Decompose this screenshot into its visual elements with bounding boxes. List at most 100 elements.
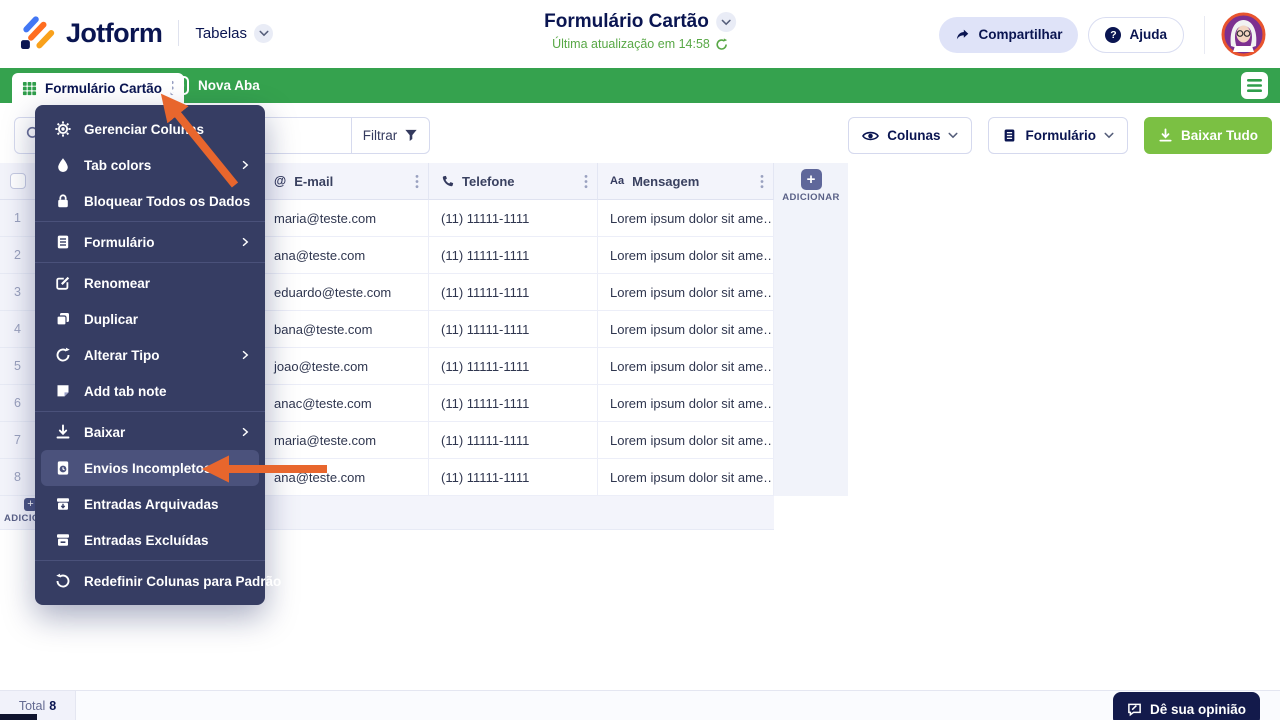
menu-item-label: Gerenciar Colunas: [84, 121, 205, 137]
menu-item-formulario[interactable]: Formulário: [35, 224, 265, 260]
cell-phone[interactable]: (11) 11111-1111: [429, 348, 598, 385]
new-tab-label: Nova Aba: [198, 78, 260, 93]
reset-icon: [55, 573, 71, 589]
menu-item-add-tab-note[interactable]: Add tab note: [35, 373, 265, 409]
row-number: 3: [0, 274, 36, 311]
cell-email[interactable]: ana@teste.com: [262, 237, 429, 274]
menu-item-redefinir-colunas[interactable]: Redefinir Colunas para Padrão: [35, 563, 281, 599]
filter-button[interactable]: Filtrar: [351, 118, 429, 153]
menu-item-label: Duplicar: [84, 311, 139, 327]
column-kebab-menu-icon[interactable]: [584, 174, 588, 189]
product-name: Tabelas: [195, 24, 248, 42]
help-label: Ajuda: [1129, 27, 1167, 42]
cell-email[interactable]: bana@teste.com: [262, 311, 429, 348]
cell-email[interactable]: anac@teste.com: [262, 385, 429, 422]
share-button[interactable]: Compartilhar: [939, 16, 1079, 53]
help-button[interactable]: ? Ajuda: [1088, 16, 1184, 53]
row-number: 6: [0, 385, 36, 422]
cell-message[interactable]: Lorem ipsum dolor sit ame…: [598, 311, 774, 348]
share-icon: [955, 28, 970, 42]
filter-label: Filtrar: [362, 128, 398, 143]
last-update-text: Última atualização em 14:58: [552, 37, 710, 51]
gear-icon: [55, 121, 71, 137]
column-header-mensagem[interactable]: Aa Mensagem: [598, 163, 774, 200]
form-menu-label: Formulário: [1025, 128, 1096, 143]
menu-item-alterar-tipo[interactable]: Alterar Tipo: [35, 337, 265, 373]
tab-label: Formulário Cartão: [45, 80, 163, 96]
download-icon: [1158, 128, 1173, 143]
chevron-down-icon: [948, 132, 958, 139]
cell-message[interactable]: Lorem ipsum dolor sit ame…: [598, 459, 774, 496]
menu-item-gerenciar-colunas[interactable]: Gerenciar Colunas: [35, 111, 265, 147]
chevron-right-icon: [239, 159, 251, 171]
funnel-icon: [404, 129, 418, 142]
download-icon: [55, 424, 71, 440]
menu-item-baixar[interactable]: Baixar: [35, 414, 265, 450]
tab-list-button[interactable]: [1241, 72, 1268, 99]
menu-item-duplicar[interactable]: Duplicar: [35, 301, 265, 337]
column-kebab-menu-icon[interactable]: [415, 174, 419, 189]
cell-phone[interactable]: (11) 11111-1111: [429, 237, 598, 274]
menu-divider: [35, 221, 265, 222]
menu-item-label: Tab colors: [84, 157, 152, 173]
tab-formulario-cartao[interactable]: Formulário Cartão: [12, 73, 185, 103]
archive-minus-icon: [55, 532, 71, 548]
cell-phone[interactable]: (11) 11111-1111: [429, 200, 598, 237]
menu-item-label: Entradas Excluídas: [84, 532, 209, 548]
rename-icon: [55, 275, 71, 291]
feedback-button[interactable]: Dê sua opinião: [1112, 692, 1260, 720]
column-label: E-mail: [294, 173, 334, 189]
cell-message[interactable]: Lorem ipsum dolor sit ame…: [598, 385, 774, 422]
menu-item-entradas-arquivadas[interactable]: Entradas Arquivadas: [35, 486, 265, 522]
cell-phone[interactable]: (11) 11111-1111: [429, 459, 598, 496]
menu-item-tab-colors[interactable]: Tab colors: [35, 147, 265, 183]
download-all-label: Baixar Tudo: [1180, 128, 1258, 143]
menu-item-label: Envios Incompletos: [84, 460, 212, 476]
cell-phone[interactable]: (11) 11111-1111: [429, 311, 598, 348]
incomplete-doc-icon: [55, 460, 71, 476]
menu-item-label: Redefinir Colunas para Padrão: [84, 573, 282, 589]
brand-wordmark: Jotform: [66, 17, 163, 48]
cell-email[interactable]: eduardo@teste.com: [262, 274, 429, 311]
form-icon: [1002, 128, 1017, 143]
row-number: 8: [0, 459, 36, 496]
select-all-checkbox[interactable]: [9, 173, 26, 189]
cell-email[interactable]: maria@teste.com: [262, 200, 429, 237]
cell-message[interactable]: Lorem ipsum dolor sit ame…: [598, 348, 774, 385]
cell-email[interactable]: ana@teste.com: [262, 459, 429, 496]
cell-email[interactable]: joao@teste.com: [262, 348, 429, 385]
menu-item-label: Renomear: [84, 275, 151, 291]
cell-phone[interactable]: (11) 11111-1111: [429, 274, 598, 311]
column-kebab-menu-icon[interactable]: [760, 174, 764, 189]
menu-item-entradas-excluidas[interactable]: Entradas Excluídas: [35, 522, 265, 558]
menu-item-bloquear-todos-os-dados[interactable]: Bloquear Todos os Dados: [35, 183, 265, 219]
chevron-right-icon: [239, 349, 251, 361]
column-header-telefone[interactable]: Telefone: [429, 163, 598, 200]
text-icon: Aa: [610, 175, 625, 187]
avatar[interactable]: [1221, 12, 1266, 57]
cell-email[interactable]: maria@teste.com: [262, 422, 429, 459]
download-all-button[interactable]: Baixar Tudo: [1143, 117, 1272, 154]
cell-message[interactable]: Lorem ipsum dolor sit ame…: [598, 200, 774, 237]
row-number: 1: [0, 200, 36, 237]
cell-phone[interactable]: (11) 11111-1111: [429, 422, 598, 459]
column-header-email[interactable]: @ E-mail: [262, 163, 429, 200]
new-tab-button[interactable]: Nova Aba: [170, 68, 260, 103]
cell-phone[interactable]: (11) 11111-1111: [429, 385, 598, 422]
title-chevron-down-icon[interactable]: [715, 12, 736, 32]
refresh-icon[interactable]: [715, 37, 728, 51]
jotform-logo-icon[interactable]: [18, 14, 56, 52]
product-switcher[interactable]: Tabelas: [195, 23, 274, 43]
add-row-button[interactable]: +: [24, 498, 37, 511]
form-menu-button[interactable]: Formulário: [988, 117, 1128, 154]
footer-bar: Total 8: [0, 690, 1280, 720]
add-column-button[interactable]: +: [800, 169, 822, 190]
cell-message[interactable]: Lorem ipsum dolor sit ame…: [598, 237, 774, 274]
menu-item-renomear[interactable]: Renomear: [35, 265, 265, 301]
cell-message[interactable]: Lorem ipsum dolor sit ame…: [598, 274, 774, 311]
columns-button[interactable]: Colunas: [848, 117, 973, 154]
menu-item-envios-incompletos[interactable]: Envios Incompletos: [41, 450, 259, 486]
cell-message[interactable]: Lorem ipsum dolor sit ame…: [598, 422, 774, 459]
row-number: 2: [0, 237, 36, 274]
